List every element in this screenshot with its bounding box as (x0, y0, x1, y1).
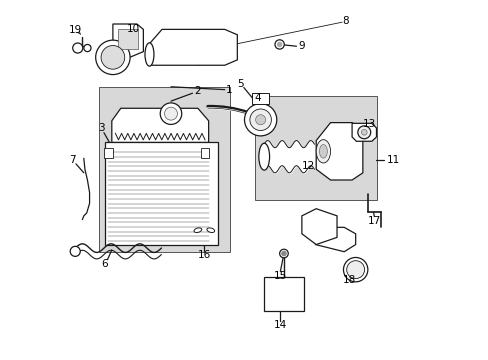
Text: 3: 3 (98, 123, 104, 133)
Circle shape (73, 43, 82, 53)
Polygon shape (113, 24, 143, 58)
Text: 8: 8 (342, 16, 348, 26)
Text: 13: 13 (362, 120, 375, 129)
FancyBboxPatch shape (104, 148, 112, 158)
Text: 9: 9 (298, 41, 305, 51)
Text: 18: 18 (342, 275, 355, 285)
FancyBboxPatch shape (118, 30, 138, 49)
Ellipse shape (194, 228, 202, 233)
Text: 6: 6 (101, 259, 108, 269)
Circle shape (277, 42, 281, 46)
Ellipse shape (343, 257, 367, 282)
Text: 5: 5 (237, 79, 244, 89)
Text: 15: 15 (273, 271, 286, 281)
FancyBboxPatch shape (252, 93, 268, 104)
Circle shape (255, 115, 265, 125)
FancyBboxPatch shape (99, 87, 230, 252)
FancyBboxPatch shape (255, 96, 376, 200)
Text: 19: 19 (68, 26, 81, 35)
Text: 12: 12 (301, 161, 314, 171)
Circle shape (164, 107, 177, 120)
Ellipse shape (319, 144, 326, 158)
Text: 7: 7 (69, 155, 76, 165)
Ellipse shape (346, 261, 364, 279)
Ellipse shape (258, 143, 269, 170)
Circle shape (244, 104, 276, 136)
Circle shape (83, 44, 91, 51)
Polygon shape (301, 209, 336, 244)
Text: 17: 17 (367, 216, 380, 226)
Circle shape (96, 40, 130, 75)
Text: 4: 4 (254, 93, 261, 103)
Text: 10: 10 (126, 24, 140, 35)
Polygon shape (316, 123, 362, 180)
Ellipse shape (206, 228, 214, 233)
Text: 14: 14 (273, 320, 286, 330)
Circle shape (70, 246, 80, 256)
Polygon shape (112, 108, 208, 142)
Ellipse shape (316, 140, 330, 163)
Ellipse shape (144, 43, 154, 66)
Circle shape (357, 126, 370, 139)
Polygon shape (149, 30, 237, 65)
Circle shape (361, 130, 366, 135)
FancyBboxPatch shape (104, 142, 217, 244)
Text: 2: 2 (193, 86, 200, 96)
Text: 16: 16 (197, 250, 210, 260)
Circle shape (274, 40, 284, 49)
Text: 1: 1 (225, 85, 232, 95)
Polygon shape (315, 227, 355, 252)
Circle shape (249, 109, 271, 131)
Polygon shape (351, 123, 376, 141)
Circle shape (279, 249, 287, 258)
Circle shape (281, 251, 285, 256)
FancyBboxPatch shape (264, 277, 303, 311)
FancyBboxPatch shape (201, 148, 209, 158)
Circle shape (160, 103, 182, 125)
Text: 11: 11 (386, 155, 400, 165)
Circle shape (101, 45, 124, 69)
